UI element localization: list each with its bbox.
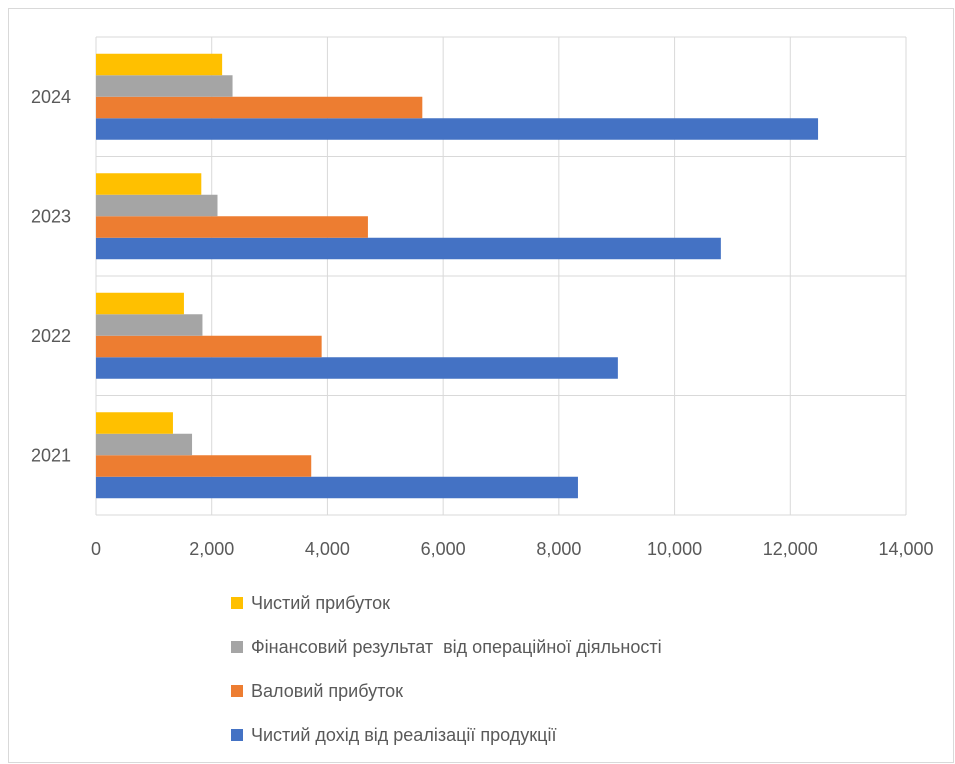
- legend-label-net-profit: Чистий прибуток: [251, 593, 390, 614]
- bar: [96, 173, 201, 195]
- x-tick-label: 8,000: [536, 539, 581, 559]
- bar: [96, 434, 192, 456]
- legend-item-gross-profit: Валовий прибуток: [231, 676, 662, 706]
- legend-item-net-revenue: Чистий дохід від реалізації продукції: [231, 720, 662, 750]
- y-category-label: 2021: [31, 445, 71, 465]
- legend-swatch-gross-profit: [231, 685, 243, 697]
- x-tick-label: 0: [91, 539, 101, 559]
- x-tick-label: 2,000: [189, 539, 234, 559]
- legend: Чистий прибуток Фінансовий результат від…: [231, 588, 662, 764]
- bar: [96, 54, 222, 76]
- bar: [96, 357, 618, 379]
- bar: [96, 455, 311, 477]
- x-tick-label: 4,000: [305, 539, 350, 559]
- bar: [96, 118, 818, 140]
- legend-label-operating-result: Фінансовий результат від операційної дія…: [251, 637, 662, 658]
- x-tick-label: 14,000: [878, 539, 933, 559]
- legend-swatch-net-profit: [231, 597, 243, 609]
- y-category-label: 2022: [31, 326, 71, 346]
- legend-item-net-profit: Чистий прибуток: [231, 588, 662, 618]
- x-tick-label: 6,000: [421, 539, 466, 559]
- bar: [96, 412, 173, 434]
- y-category-label: 2024: [31, 87, 71, 107]
- bar: [96, 238, 721, 260]
- legend-swatch-net-revenue: [231, 729, 243, 741]
- bar: [96, 97, 422, 119]
- legend-swatch-operating-result: [231, 641, 243, 653]
- legend-item-operating-result: Фінансовий результат від операційної дія…: [231, 632, 662, 662]
- bar: [96, 314, 202, 336]
- y-category-label: 2023: [31, 206, 71, 226]
- legend-label-net-revenue: Чистий дохід від реалізації продукції: [251, 725, 556, 746]
- bar: [96, 477, 578, 499]
- bar: [96, 336, 322, 358]
- x-tick-label: 12,000: [763, 539, 818, 559]
- x-tick-label: 10,000: [647, 539, 702, 559]
- bar: [96, 195, 218, 217]
- legend-label-gross-profit: Валовий прибуток: [251, 681, 403, 702]
- bar: [96, 293, 184, 315]
- bar: [96, 75, 233, 97]
- bar: [96, 216, 368, 238]
